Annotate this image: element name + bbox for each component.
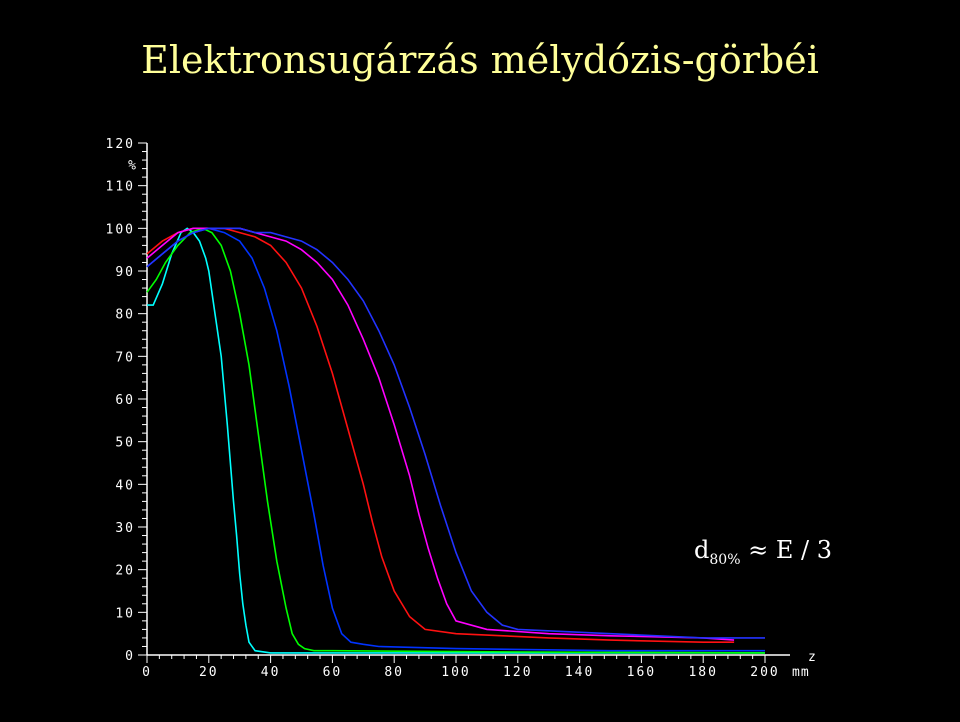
- x-tick-label: 160: [627, 665, 656, 680]
- x-tick-label: 140: [565, 665, 594, 680]
- axis-labels: 0 10 20 30 40 50 60 70 80 90 100 110 120 0 20 40 60 80 100…: [106, 137, 817, 680]
- x-axis-label: z: [808, 650, 817, 665]
- y-tick-label: 70: [115, 350, 135, 365]
- y-tick-label: 120: [106, 137, 135, 152]
- y-tick-label: 90: [115, 265, 135, 280]
- series-line-3: [146, 227, 765, 652]
- y-tick-label: 100: [106, 222, 135, 237]
- y-tick-label: 20: [115, 564, 135, 579]
- x-tick-label: 180: [688, 665, 717, 680]
- x-tick-label: 20: [199, 665, 219, 680]
- annotation-main: d: [694, 536, 710, 564]
- series-line-6: [146, 227, 765, 639]
- axes: [146, 143, 790, 656]
- x-tick-label: 80: [384, 665, 404, 680]
- x-tick-label: 60: [323, 665, 343, 680]
- series-line-1: [147, 227, 765, 654]
- d80-annotation: d80% ≈ E / 3: [694, 536, 832, 568]
- y-tick-label: 0: [125, 649, 135, 664]
- x-unit-label: mm: [792, 665, 810, 680]
- y-tick-label: 40: [115, 478, 135, 493]
- series-group: [146, 227, 766, 654]
- x-tick-label: 200: [750, 665, 779, 680]
- chart-title: Elektronsugárzás mélydózis-görbéi: [141, 38, 819, 82]
- y-tick-label: 110: [106, 180, 135, 195]
- y-tick-label: 60: [115, 393, 135, 408]
- y-tick-label: 10: [115, 606, 135, 621]
- series-line-2: [146, 227, 766, 654]
- y-tick-label: 30: [115, 521, 135, 536]
- x-tick-label: 0: [142, 665, 152, 680]
- x-tick-label: 100: [441, 665, 470, 680]
- x-tick-label: 40: [261, 665, 281, 680]
- annotation-rest: ≈ E / 3: [740, 536, 832, 564]
- y-unit-label: %: [128, 158, 137, 173]
- ticks: [138, 142, 766, 663]
- y-tick-label: 80: [115, 308, 135, 323]
- x-tick-label: 120: [503, 665, 532, 680]
- y-tick-label: 50: [115, 436, 135, 451]
- annotation-subscript: 80%: [709, 551, 741, 568]
